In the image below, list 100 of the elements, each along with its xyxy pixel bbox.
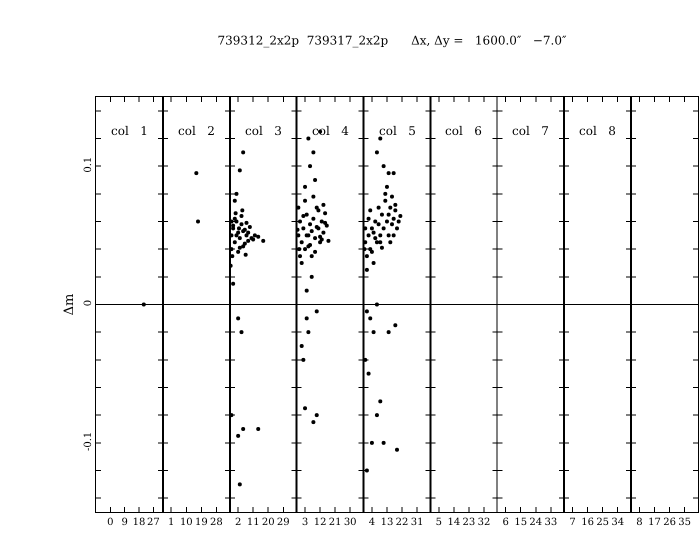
point: [366, 216, 371, 221]
point: [373, 220, 378, 224]
point: [323, 211, 328, 216]
x-tick-label: 28: [210, 517, 223, 528]
point: [244, 233, 248, 238]
x-tick-label: 33: [544, 517, 558, 528]
point: [388, 240, 392, 244]
point: [386, 212, 391, 217]
x-tick-label: 1: [168, 517, 174, 528]
point: [239, 330, 244, 334]
point: [314, 206, 319, 210]
x-tick-label: 3: [302, 517, 308, 528]
point: [306, 330, 310, 334]
point: [380, 212, 384, 217]
point: [366, 233, 371, 238]
point: [232, 216, 237, 221]
point: [372, 261, 376, 265]
point: [236, 250, 240, 254]
point: [384, 184, 389, 189]
point: [370, 440, 374, 445]
x-tick-label: 24: [529, 517, 542, 528]
point: [392, 171, 396, 176]
point: [246, 238, 250, 243]
x-tick-label: 11: [246, 517, 260, 528]
point: [392, 216, 396, 221]
point: [380, 246, 384, 250]
point: [304, 212, 309, 217]
point: [370, 226, 374, 230]
point: [383, 198, 388, 203]
x-tick-label: 5: [436, 517, 442, 528]
point: [386, 171, 391, 176]
point: [236, 434, 240, 438]
x-tick-label: 9: [121, 517, 128, 528]
point: [392, 233, 396, 238]
x-tick-label: 13: [380, 517, 394, 528]
point: [313, 236, 318, 240]
point: [252, 233, 257, 238]
point: [256, 234, 260, 239]
point: [382, 440, 386, 445]
x-tick-label: 0: [107, 517, 114, 528]
point: [310, 274, 314, 279]
point: [306, 136, 310, 140]
x-tick-label: 7: [569, 517, 576, 528]
x-tick-label: 12: [314, 517, 326, 528]
point: [304, 316, 309, 320]
point: [393, 208, 398, 212]
point: [364, 254, 369, 258]
point: [373, 236, 378, 240]
point: [394, 226, 399, 230]
annotation: col 2: [178, 124, 215, 138]
point: [311, 150, 316, 154]
chart-title: 739312_2x2p 739317_2x2p Δx, Δy = 1600.0″ −7.0″: [218, 34, 567, 48]
point: [316, 208, 320, 212]
point: [261, 238, 266, 243]
point: [366, 372, 371, 376]
point: [303, 406, 308, 410]
x-tick-label: 17: [648, 517, 661, 528]
x-tick-label: 22: [396, 517, 408, 528]
point: [239, 222, 244, 226]
point: [242, 242, 247, 246]
point: [241, 427, 246, 431]
point: [368, 208, 372, 212]
point: [393, 323, 398, 328]
x-tick-label: 21: [328, 517, 342, 528]
point: [308, 222, 312, 226]
x-tick-label: 14: [447, 517, 460, 528]
point: [374, 240, 379, 244]
point: [231, 282, 236, 286]
x-tick-label: 25: [596, 517, 610, 528]
point: [311, 194, 316, 199]
annotation: col 6: [445, 124, 482, 138]
x-tick-label: 16: [581, 517, 594, 528]
x-tick-label: 10: [180, 517, 193, 528]
point: [386, 233, 391, 238]
point: [364, 268, 369, 272]
point: [372, 330, 376, 334]
annotation: col 7: [512, 124, 549, 138]
point: [244, 220, 248, 225]
point: [303, 184, 308, 189]
annotation: col 5: [379, 124, 416, 138]
point: [321, 230, 326, 235]
point: [388, 206, 392, 210]
point: [244, 252, 248, 257]
point: [248, 225, 252, 230]
point: [393, 202, 398, 207]
point: [398, 214, 402, 218]
point: [232, 240, 237, 244]
point: [390, 194, 394, 199]
point: [236, 316, 240, 320]
x-tick-label: 8: [636, 517, 643, 528]
point: [313, 178, 318, 182]
annotation: col 1: [111, 124, 148, 138]
point: [246, 230, 250, 235]
point: [394, 448, 399, 452]
point: [238, 236, 242, 240]
point: [234, 233, 238, 238]
point: [368, 316, 372, 320]
point: [308, 164, 312, 168]
y-tick-label: -0.1: [83, 432, 94, 451]
point: [382, 226, 386, 230]
